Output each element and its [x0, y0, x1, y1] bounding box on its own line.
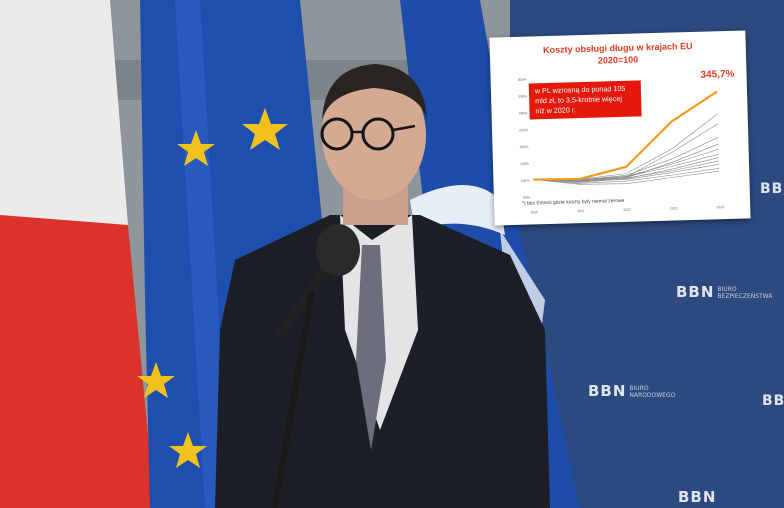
- polish-flag: [0, 0, 155, 508]
- peak-value-label: 345,7%: [700, 68, 735, 81]
- bbn-logo: BBN BIURO NARODOWEGO: [588, 382, 676, 400]
- bbn-logo: BBN: [762, 393, 784, 409]
- y-tick-label: 150%: [520, 162, 529, 166]
- debt-chart-inset: Koszty obsługi długu w krajach EU 2020=1…: [489, 30, 751, 226]
- series-line: [533, 170, 720, 185]
- x-tick-label: 2023: [670, 206, 678, 210]
- microphone: [272, 224, 360, 508]
- x-tick-label: 2020: [530, 210, 538, 214]
- x-tick-label: 2021: [577, 209, 585, 213]
- series-line: [533, 113, 718, 180]
- y-tick-label: 100%: [520, 179, 529, 183]
- series-line-highlight: [533, 90, 718, 181]
- series-line: [533, 157, 719, 183]
- speaker: [215, 64, 550, 508]
- callout-line: niż w 2020 r.: [535, 105, 576, 116]
- series-line: [533, 168, 720, 184]
- y-tick-label: 350%: [518, 94, 527, 98]
- bbn-logo: BBN BIURO BEZPIECZEŃSTWA: [676, 283, 773, 301]
- y-tick-label: 250%: [519, 128, 528, 132]
- x-tick-label: 2024: [716, 205, 724, 209]
- x-tick-label: 2022: [623, 208, 631, 212]
- line-chart: 50% 100% 150% 200% 250% 300% 350% 400% 2020 2021 2…: [518, 78, 725, 215]
- bbn-logo: BBN: [760, 181, 784, 197]
- y-tick-label: 300%: [519, 111, 528, 115]
- series-line: [533, 163, 720, 182]
- callout-box: w PL wzrosną do ponad 105 mld zł, to 3,5…: [528, 80, 642, 120]
- y-tick-label: 400%: [518, 78, 527, 82]
- y-tick-label: 50%: [523, 196, 530, 200]
- y-tick-label: 200%: [519, 145, 528, 149]
- bbn-logo: BBN: [678, 488, 717, 506]
